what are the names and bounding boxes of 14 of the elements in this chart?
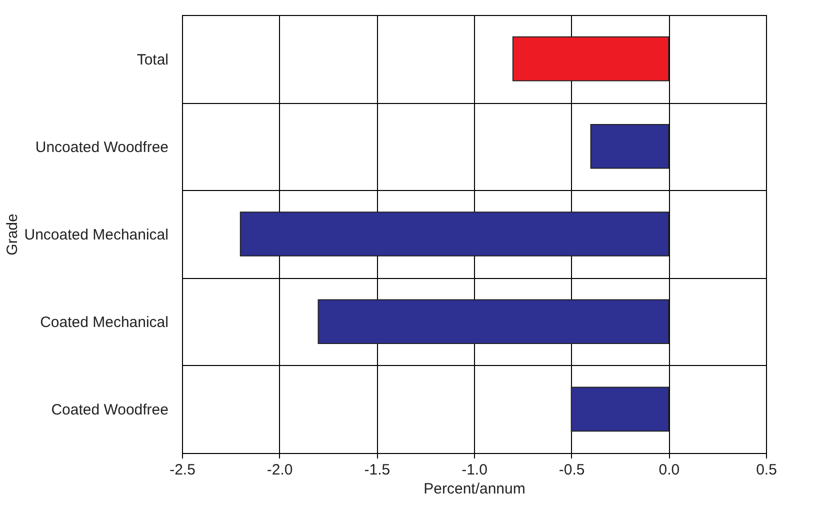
y-tick-label: Uncoated Mechanical [24, 226, 168, 244]
x-tick-label: 0.0 [658, 462, 680, 478]
y-axis-title: Grade [4, 214, 22, 256]
y-tick-label: Coated Woodfree [51, 402, 168, 419]
y-tick-label: Uncoated Woodfree [35, 138, 168, 156]
x-axis-title: Percent/annum [424, 480, 526, 498]
x-tick-label: -2.5 [170, 462, 196, 478]
x-tick-label: 0.5 [756, 462, 777, 478]
x-tick-label: -1.5 [364, 462, 390, 478]
y-tick-label: Total [136, 51, 168, 68]
x-tick-label: -0.5 [558, 462, 585, 478]
x-tick-label: -1.0 [462, 462, 488, 478]
y-tick-label: Coated Mechanical [40, 314, 168, 332]
x-tick-label: -2.0 [266, 462, 293, 478]
